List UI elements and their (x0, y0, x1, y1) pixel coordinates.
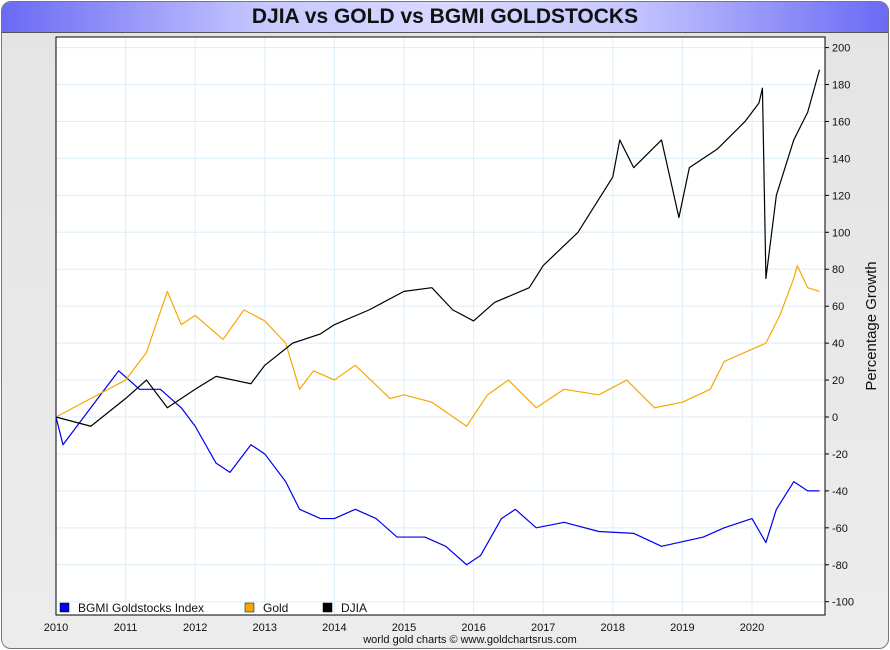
x-tick-label: 2013 (253, 622, 277, 634)
y-tick-label: -20 (832, 449, 848, 461)
footer-credit: world gold charts © www.goldchartsrus.co… (362, 634, 577, 646)
x-tick-label: 2018 (601, 622, 625, 634)
legend-swatch (59, 602, 70, 613)
y-tick-label: 60 (832, 301, 844, 313)
x-tick-label: 2011 (114, 622, 138, 634)
y-tick-label: 180 (832, 80, 850, 92)
y-axis-label: Percentage Growth (863, 261, 880, 390)
y-tick-label: -100 (832, 597, 854, 609)
series-line-bgmi-goldstocks-index (55, 370, 820, 566)
y-tick-label: -80 (832, 560, 848, 572)
legend-label: DJIA (341, 601, 367, 615)
y-tick-label: 160 (832, 116, 850, 128)
y-tick-label: 100 (832, 227, 850, 239)
x-tick-label: 2017 (531, 622, 555, 634)
y-tick-label: -40 (832, 486, 848, 498)
y-tick-label: 40 (832, 338, 844, 350)
legend-label: Gold (263, 601, 288, 615)
x-tick-label: 2016 (461, 622, 485, 634)
series-line-gold (55, 264, 820, 427)
x-tick-label: 2015 (392, 622, 416, 634)
y-tick-label: 140 (832, 153, 850, 165)
series-line-djia (55, 69, 821, 427)
y-tick-label: 80 (832, 264, 844, 276)
y-tick-label: -60 (832, 523, 848, 535)
y-tick-label: 120 (832, 190, 850, 202)
plot-area (55, 36, 826, 616)
y-tick-label: 200 (832, 43, 850, 55)
legend-swatch (244, 602, 255, 613)
legend-swatch (322, 602, 333, 613)
x-tick-label: 2019 (670, 622, 694, 634)
x-tick-label: 2012 (183, 622, 207, 634)
x-tick-label: 2010 (44, 622, 68, 634)
y-tick-label: 0 (832, 412, 838, 424)
x-tick-label: 2014 (322, 622, 346, 634)
x-tick-label: 2020 (740, 622, 764, 634)
y-tick-label: 20 (832, 375, 844, 387)
chart-title: DJIA vs GOLD vs BGMI GOLDSTOCKS (2, 2, 888, 33)
legend-label: BGMI Goldstocks Index (78, 601, 204, 615)
